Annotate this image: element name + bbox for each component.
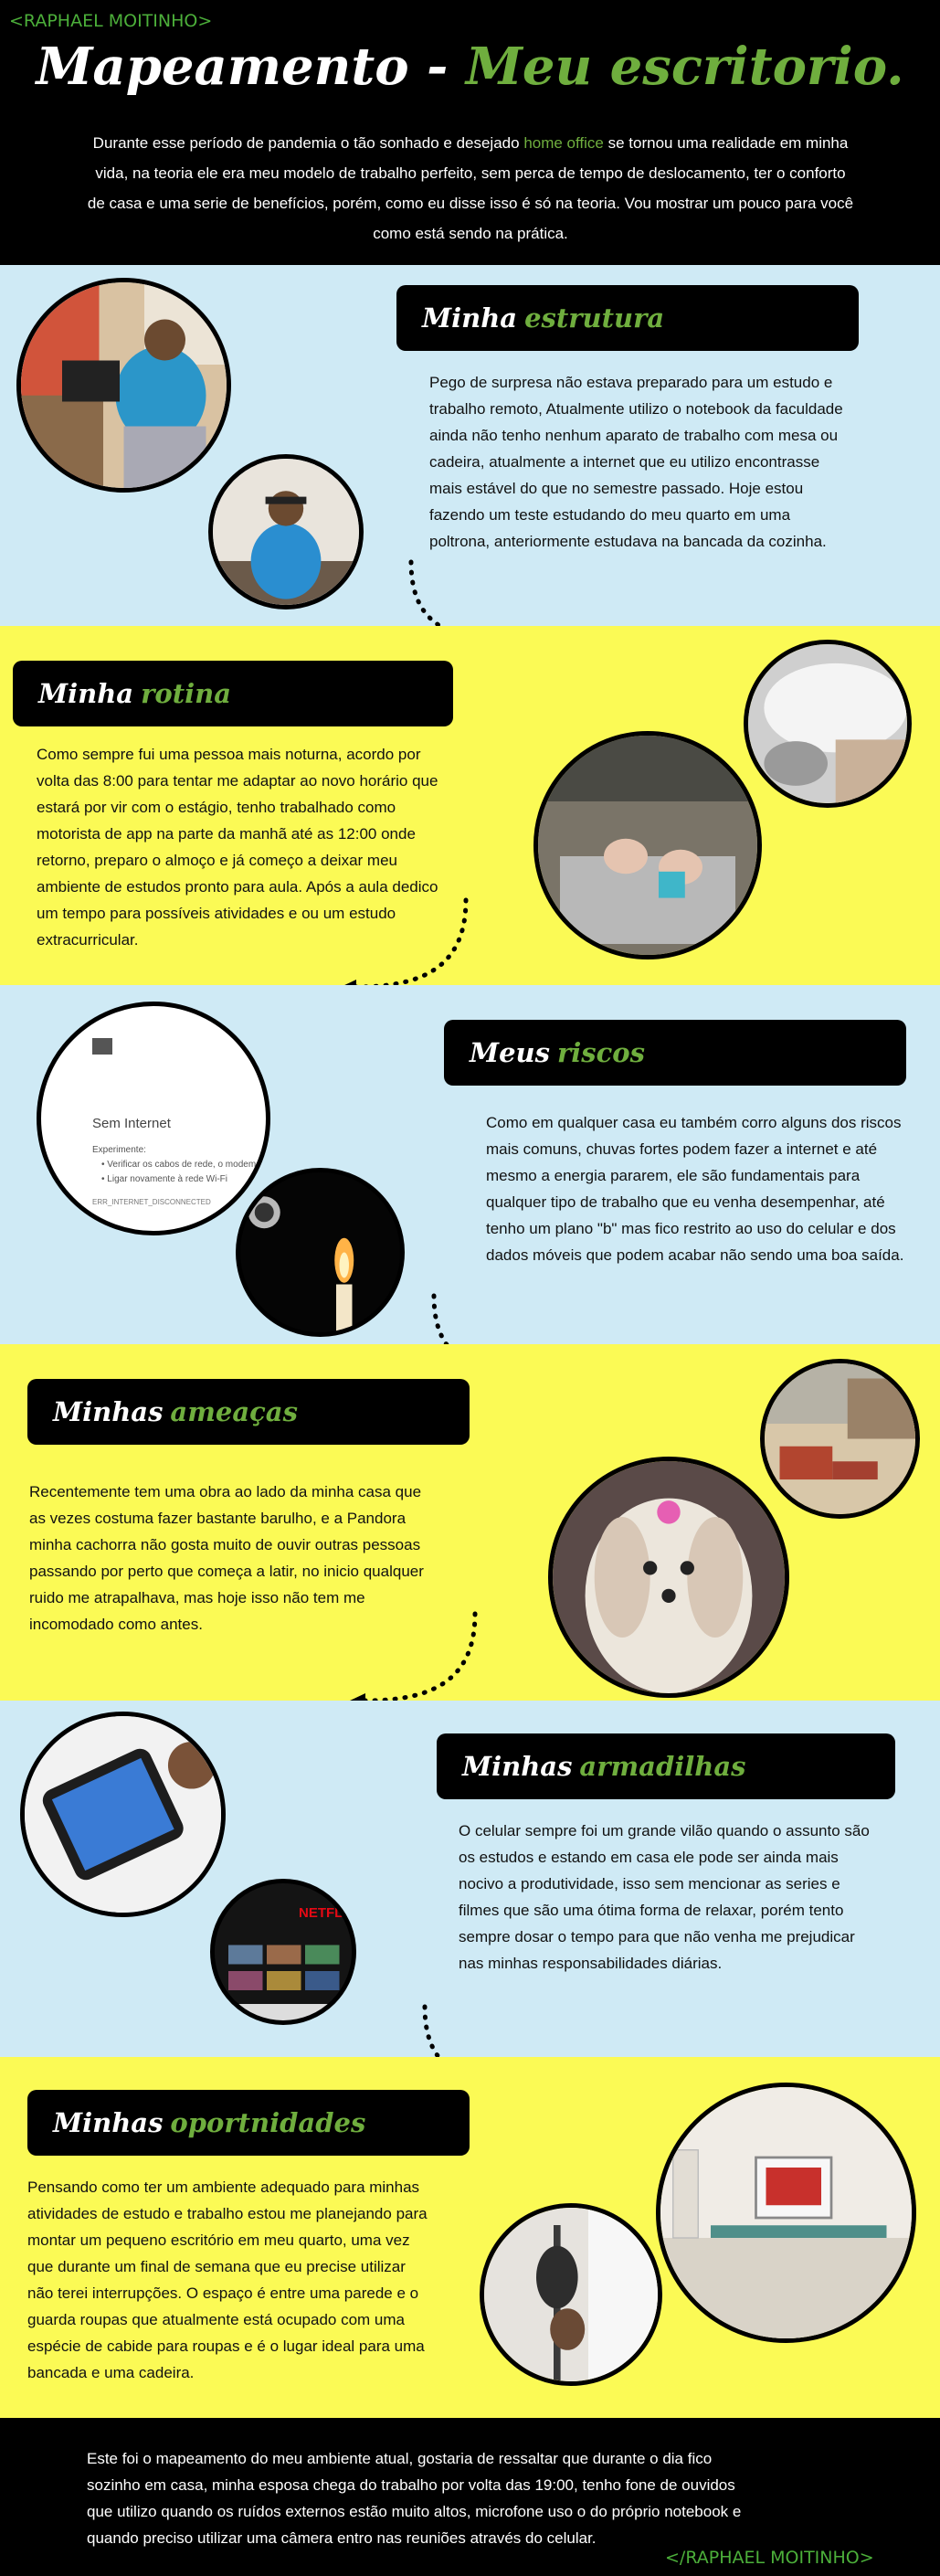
author-tag-bottom: </RAPHAEL MOITINHO> <box>665 2548 874 2568</box>
title-armadilhas-word2: armadilhas <box>579 1751 746 1782</box>
title-oportunidades: Minhas oportnidades <box>27 2090 470 2156</box>
title-ameacas-word1: Minhas <box>53 1396 164 1427</box>
photo-smartphone <box>20 1712 226 1917</box>
section-armadilhas: NETFLIX Minhas armadilhas O celular semp… <box>0 1701 940 2094</box>
title-rotina-word2: rotina <box>141 678 231 709</box>
section-estrutura: Minha estrutura Pego de surpresa não est… <box>0 265 940 649</box>
page-title: Mapeamento - Meu escritorio. <box>0 37 940 97</box>
title-riscos: Meus riscos <box>444 1020 906 1086</box>
title-armadilhas-word1: Minhas <box>462 1751 573 1782</box>
title-estrutura-word2: estrutura <box>524 302 665 334</box>
photo-dog-pandora <box>548 1457 789 1698</box>
footer-text: Este foi o mapeamento do meu ambiente at… <box>87 2450 742 2547</box>
section-riscos: Sem Internet Experimente: • Verificar os… <box>0 985 940 1383</box>
screen-label: Experimente: <box>92 1145 146 1155</box>
section-oportunidades: Minhas oportnidades Pensando como ter um… <box>0 2057 940 2418</box>
title-ameacas-word2: ameaças <box>170 1396 298 1427</box>
dino-icon <box>92 1038 112 1055</box>
title-rotina-word1: Minha <box>38 678 134 709</box>
title-riscos-word2: riscos <box>556 1037 645 1068</box>
title-oportunidades-word2: oportnidades <box>170 2107 366 2138</box>
title-ameacas: Minhas ameaças <box>27 1379 470 1445</box>
intro-part1: Durante esse período de pandemia o tão s… <box>92 134 520 152</box>
title-armadilhas: Minhas armadilhas <box>437 1733 895 1799</box>
text-estrutura: Pego de surpresa não estava preparado pa… <box>429 374 843 550</box>
screen-item-1: • Verificar os cabos de rede, o modem <box>101 1160 257 1170</box>
photo-clothes-rack <box>480 2203 662 2386</box>
photo-pillow-car <box>744 640 912 808</box>
screen-item-1-text: Verificar os cabos de rede, o modem <box>107 1160 257 1170</box>
text-ameacas: Recentemente tem uma obra ao lado da min… <box>29 1483 424 1633</box>
header: <RAPHAEL MOITINHO> Mapeamento - Meu escr… <box>0 0 940 265</box>
title-part2: Meu escritorio. <box>465 37 904 97</box>
title-estrutura: Minha estrutura <box>396 285 859 351</box>
photo-tv-netflix: NETFLIX <box>210 1879 356 2025</box>
screen-error-code: ERR_INTERNET_DISCONNECTED <box>92 1198 211 1206</box>
section-rotina: Minha rotina Como sempre fui uma pessoa … <box>0 626 940 994</box>
section-ameacas: Minhas ameaças Recentemente tem uma obra… <box>0 1344 940 1708</box>
photo-desk-setup <box>656 2083 916 2343</box>
title-part1: Mapeamento - <box>36 37 449 97</box>
photo-construction <box>760 1359 920 1519</box>
screen-title: Sem Internet <box>92 1116 171 1131</box>
intro-highlight: home office <box>523 134 604 152</box>
title-estrutura-word1: Minha <box>422 302 518 334</box>
footer: Este foi o mapeamento do meu ambiente at… <box>0 2418 940 2576</box>
text-rotina: Como sempre fui uma pessoa mais noturna,… <box>37 746 438 949</box>
screen-item-2-text: Ligar novamente à rede Wi-Fi <box>107 1174 228 1184</box>
photo-man-headphones <box>208 454 364 610</box>
netflix-logo: NETFLIX <box>299 1905 356 1921</box>
author-tag-top: <RAPHAEL MOITINHO> <box>9 11 213 31</box>
title-riscos-word1: Meus <box>470 1037 550 1068</box>
photo-washing-dishes <box>533 731 762 959</box>
intro-part2: se tornou uma realidade em minha vida, n… <box>87 134 854 242</box>
title-oportunidades-word1: Minhas <box>53 2107 164 2138</box>
photo-candle <box>236 1168 405 1337</box>
text-armadilhas: O celular sempre foi um grande vilão qua… <box>459 1822 870 1972</box>
text-oportunidades: Pensando como ter um ambiente adequado p… <box>27 2178 428 2381</box>
photo-no-internet-screen: Sem Internet Experimente: • Verificar os… <box>37 1002 270 1235</box>
screen-item-2: • Ligar novamente à rede Wi-Fi <box>101 1174 228 1184</box>
intro-text: Durante esse período de pandemia o tão s… <box>87 128 854 249</box>
photo-man-laptop <box>16 278 231 493</box>
text-riscos: Como em qualquer casa eu também corro al… <box>486 1114 904 1264</box>
title-rotina: Minha rotina <box>13 661 453 726</box>
